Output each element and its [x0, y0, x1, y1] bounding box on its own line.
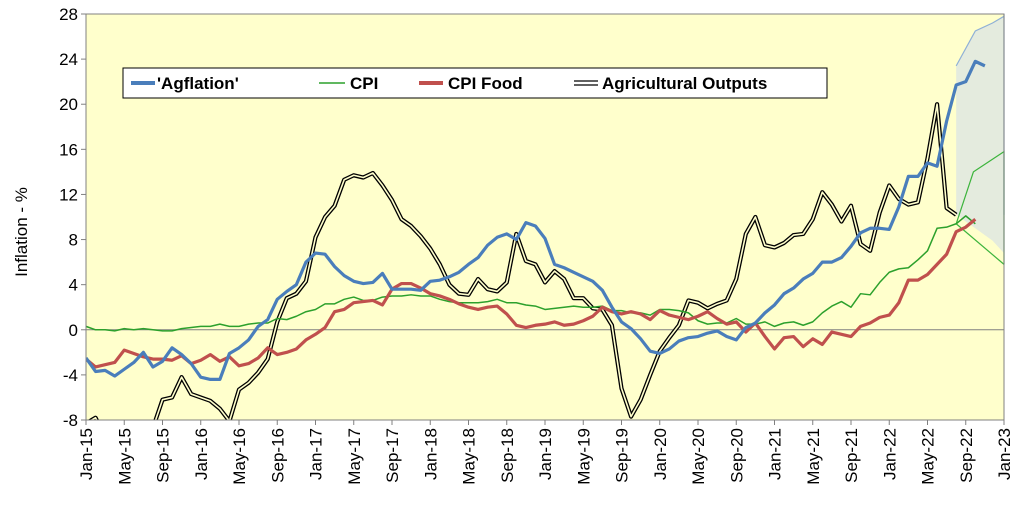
x-tick-label: Jan-22 [880, 428, 899, 480]
x-tick-label: Jan-18 [421, 428, 440, 480]
x-tick-label: May-16 [230, 428, 249, 485]
x-tick-label: Sep-18 [498, 428, 517, 483]
y-axis-ticks: -8 -4 0 4 8 12 16 20 24 28 [59, 5, 86, 430]
y-tick-label: 8 [69, 231, 78, 250]
series-line-cpi [86, 215, 976, 332]
x-tick-label: Sep-19 [613, 428, 632, 483]
x-tick-label: Sep-17 [383, 428, 402, 483]
series-line-agricultural-outputs [90, 103, 957, 420]
cpi-forecast-lower-line [955, 223, 1005, 265]
legend-label-cpi: CPI [350, 74, 378, 93]
y-tick-label: -8 [63, 411, 78, 430]
x-tick-label: May-17 [345, 428, 364, 485]
x-tick-label: May-21 [804, 428, 823, 485]
x-tick-label: Jan-21 [766, 428, 785, 480]
y-tick-label: 20 [59, 95, 78, 114]
x-tick-label: May-19 [574, 428, 593, 485]
y-tick-label: 16 [59, 140, 78, 159]
y-tick-label: 4 [69, 276, 78, 295]
y-tick-label: -4 [63, 366, 78, 385]
x-tick-label: May-15 [115, 428, 134, 485]
y-axis-label: Inflation - % [12, 187, 31, 277]
x-tick-label: May-20 [689, 428, 708, 485]
x-tick-label: Jan-16 [192, 428, 211, 480]
x-tick-label: May-18 [460, 428, 479, 485]
y-tick-label: 0 [69, 321, 78, 340]
legend-label-cpi-food: CPI Food [448, 74, 523, 93]
series-line-agflation [86, 59, 986, 381]
x-axis-ticks: Jan-15 May-15 Sep-15 Jan-16 May-16 Sep-16 Jan-… [77, 420, 1014, 485]
y-tick-label: 12 [59, 185, 78, 204]
x-tick-label: Sep-16 [268, 428, 287, 483]
x-tick-label: Sep-15 [154, 428, 173, 483]
x-tick-label: Sep-21 [842, 428, 861, 483]
y-tick-label: 24 [59, 50, 78, 69]
x-tick-label: Jan-20 [651, 428, 670, 480]
x-tick-label: Jan-23 [995, 428, 1014, 480]
y-tick-label: 28 [59, 5, 78, 24]
x-tick-label: Sep-22 [957, 428, 976, 483]
x-tick-label: May-22 [919, 428, 938, 485]
legend: 'Agflation' CPI CPI Food Agricultural Ou… [122, 67, 828, 99]
series-group [86, 59, 986, 420]
x-tick-label: Sep-20 [727, 428, 746, 483]
series-line-cpi-food [86, 218, 977, 369]
legend-label-agricultural-outputs: Agricultural Outputs [602, 74, 767, 93]
x-tick-label: Jan-19 [536, 428, 555, 480]
legend-box [122, 67, 828, 99]
x-tick-label: Jan-17 [307, 428, 326, 480]
legend-label-agflation: 'Agflation' [157, 74, 239, 93]
x-tick-label: Jan-15 [77, 428, 96, 480]
